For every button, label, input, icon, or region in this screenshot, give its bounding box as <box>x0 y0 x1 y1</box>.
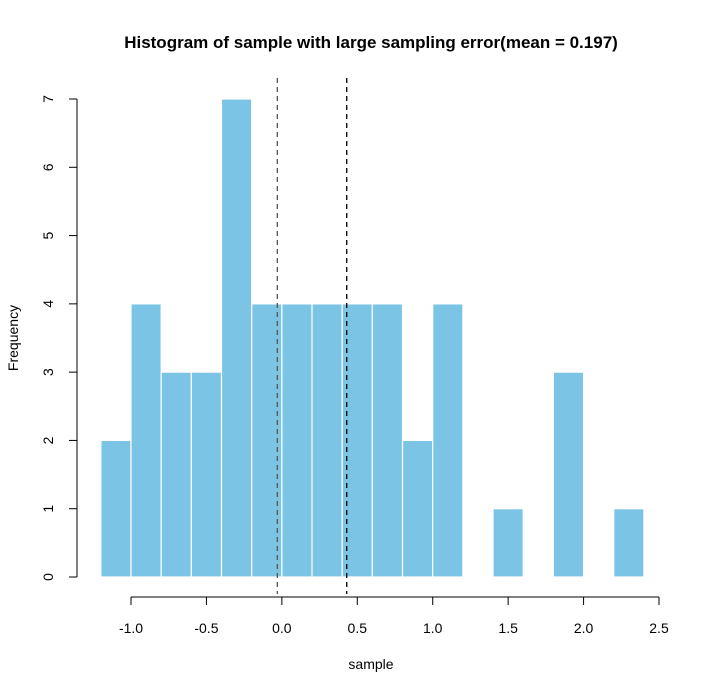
y-tick-label: 5 <box>40 231 56 239</box>
histogram-bar <box>552 371 585 578</box>
x-tick-label: 2.0 <box>574 620 594 636</box>
histogram-bar <box>190 371 223 578</box>
x-tick-label: 1.5 <box>498 620 518 636</box>
y-axis-label: Frequency <box>5 305 21 371</box>
x-tick-label: -0.5 <box>194 620 218 636</box>
x-axis: -1.0 -0.5 0.0 0.5 1.0 1.5 2.0 2.5 <box>119 596 669 636</box>
x-tick-label: 2.5 <box>649 620 669 636</box>
histogram-bar <box>371 303 404 578</box>
y-tick-label: 6 <box>40 163 56 171</box>
x-tick-label: 1.0 <box>423 620 443 636</box>
histogram-bar <box>220 98 253 578</box>
histogram-bar <box>432 303 464 578</box>
reference-lines <box>276 78 348 594</box>
y-tick-label: 1 <box>40 505 56 513</box>
x-tick-label: -1.0 <box>119 620 143 636</box>
histogram-bar <box>492 508 524 578</box>
histogram-bar <box>613 508 645 578</box>
histogram-bar <box>160 371 192 578</box>
histogram-bar <box>130 303 162 578</box>
histogram-bar <box>311 303 343 578</box>
y-tick-label: 3 <box>40 368 56 376</box>
x-axis-label: sample <box>348 656 393 672</box>
y-tick-label: 7 <box>40 95 56 103</box>
y-tick-label: 4 <box>40 300 56 308</box>
y-axis: 0 1 2 3 4 5 6 7 <box>40 95 78 581</box>
chart-title: Histogram of sample with large sampling … <box>124 33 618 52</box>
histogram-bars <box>100 98 645 578</box>
y-tick-label: 2 <box>40 436 56 444</box>
histogram-bar <box>100 439 132 578</box>
histogram-bar <box>401 439 434 578</box>
histogram-bar <box>281 303 313 578</box>
y-tick-label: 0 <box>40 573 56 581</box>
x-tick-label: 0.5 <box>348 620 368 636</box>
x-tick-label: 0.0 <box>272 620 292 636</box>
